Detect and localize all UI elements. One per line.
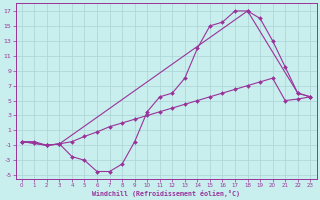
X-axis label: Windchill (Refroidissement éolien,°C): Windchill (Refroidissement éolien,°C) bbox=[92, 190, 240, 197]
